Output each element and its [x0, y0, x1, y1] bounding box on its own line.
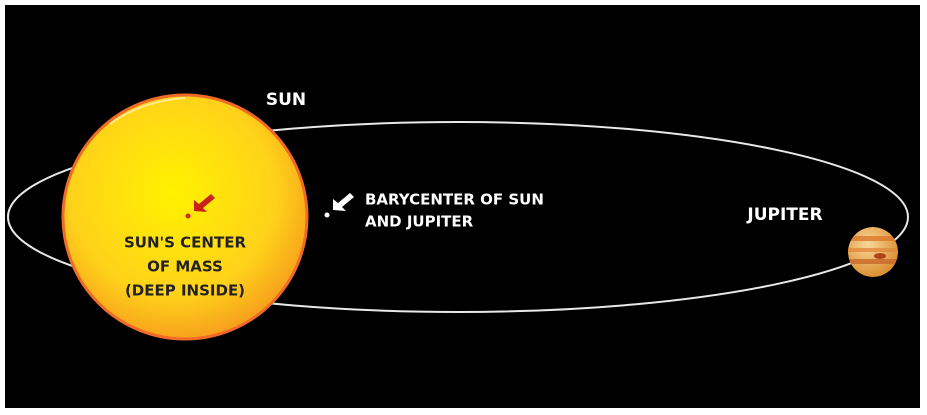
barycenter-label: AND JUPITER [365, 213, 474, 231]
sun-label: SUN [266, 90, 306, 110]
sun [63, 95, 307, 339]
diagram: SUN SUN'S CENTER OF MASS (DEEP INSIDE) B… [0, 0, 927, 415]
sun-center-dot [186, 214, 191, 219]
sun-center-label: (DEEP INSIDE) [125, 282, 245, 300]
jupiter-label: JUPITER [746, 205, 822, 225]
sun-center-label: OF MASS [147, 258, 223, 276]
barycenter-label: BARYCENTER OF SUN [365, 191, 544, 209]
barycenter-dot [325, 213, 330, 218]
sun-center-label: SUN'S CENTER [124, 234, 246, 252]
